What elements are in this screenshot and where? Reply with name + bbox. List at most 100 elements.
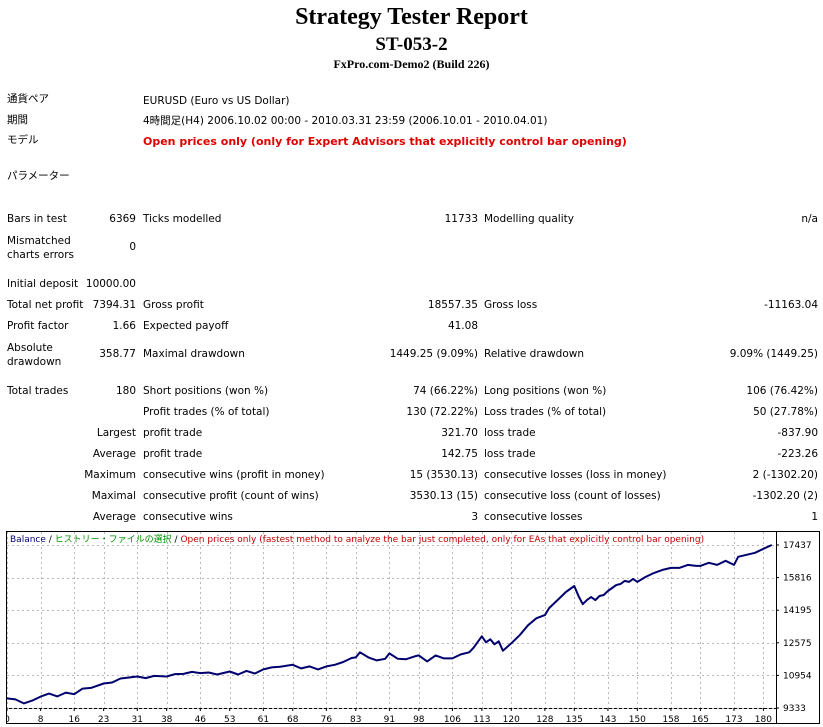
parameters-label: パラメーター — [7, 170, 70, 182]
x-tick-label: 23 — [98, 715, 109, 724]
symbol-value: EURUSD (Euro vs US Dollar) — [143, 95, 290, 107]
y-tick-label: 15816 — [783, 574, 812, 584]
x-tick-label: 16 — [69, 715, 81, 724]
balance-chart: 0 8 16 23 31 38 46 53 61 68 76 83 91 98 106 113 120 128 13… — [6, 531, 820, 724]
x-tick-label: 91 — [384, 715, 395, 724]
x-tick-label: 46 — [195, 715, 207, 724]
y-tick-label: 14195 — [783, 606, 812, 616]
maximal-drawdown-label: Maximal drawdown — [143, 348, 245, 360]
quality-value: n/a — [801, 213, 818, 225]
maximal-drawdown-value: 1449.25 (9.09%) — [389, 348, 478, 360]
relative-drawdown-label: Relative drawdown — [484, 348, 585, 360]
deposit-value: 10000.00 — [85, 278, 136, 290]
profit-factor-value: 1.66 — [112, 320, 136, 332]
x-tick-label: 143 — [599, 715, 616, 724]
largest-prefix: Largest — [96, 427, 136, 439]
x-tick-label: 8 — [38, 715, 44, 724]
short-positions-value: 74 (66.22%) — [413, 385, 478, 397]
gross-profit-value: 18557.35 — [427, 299, 478, 311]
maximal-consecutive-loss-label: consecutive loss (count of losses) — [484, 490, 661, 502]
y-tick-label: 9333 — [783, 704, 806, 714]
largest-profit-label: profit trade — [143, 427, 203, 439]
x-tick-label: 113 — [473, 715, 490, 724]
x-tick-label: 68 — [287, 715, 299, 724]
total-trades-label: Total trades — [7, 385, 69, 397]
loss-trades-value: 50 (27.78%) — [753, 406, 818, 418]
average-prefix: Average — [92, 448, 136, 460]
short-positions-label: Short positions (won %) — [143, 385, 269, 397]
legend-history: ヒストリー・ファイルの選択 — [54, 535, 172, 545]
gross-loss-value: -11163.04 — [764, 299, 818, 311]
x-tick-label: 61 — [258, 715, 269, 724]
relative-drawdown-value: 9.09% (1449.25) — [729, 348, 818, 360]
max-consecutive-wins-label: consecutive wins (profit in money) — [143, 469, 325, 481]
x-tick-label: 98 — [413, 715, 425, 724]
absolute-drawdown-value: 358.77 — [99, 348, 136, 360]
net-profit-value: 7394.31 — [92, 299, 136, 311]
chart-legend: Balance / ヒストリー・ファイルの選択 / Open prices on… — [10, 534, 704, 546]
ticks-value: 11733 — [444, 213, 478, 225]
mismatch-value: 0 — [129, 241, 136, 253]
gross-loss-label: Gross loss — [484, 299, 538, 311]
x-tick-label: 0 — [6, 715, 10, 724]
x-tick-label: 38 — [161, 715, 173, 724]
average-consecutive-wins-value: 3 — [471, 511, 478, 523]
y-tick-label: 10954 — [783, 671, 812, 681]
x-tick-label: 76 — [321, 715, 333, 724]
x-tick-label: 158 — [662, 715, 679, 724]
mismatch-label: Mismatched charts errors — [7, 235, 74, 261]
absolute-drawdown-label: Absolute drawdown — [7, 342, 62, 368]
expected-payoff-label: Expected payoff — [143, 320, 229, 332]
x-tick-label: 165 — [692, 715, 709, 724]
max-consecutive-wins-value: 15 (3530.13) — [409, 469, 478, 481]
average-consecutive-losses-label: consecutive losses — [484, 511, 583, 523]
expert-name: ST-053-2 — [375, 34, 448, 55]
legend-model: Open prices only (fastest method to anal… — [180, 535, 705, 545]
largest-profit-value: 321.70 — [441, 427, 478, 439]
profit-factor-label: Profit factor — [7, 320, 69, 332]
largest-loss-label: loss trade — [484, 427, 536, 439]
maximal-consecutive-loss-value: -1302.20 (2) — [752, 490, 818, 502]
total-trades-value: 180 — [115, 385, 136, 397]
maximal-consecutive-profit-label: consecutive profit (count of wins) — [143, 490, 319, 502]
average-profit-value: 142.75 — [441, 448, 478, 460]
x-tick-label: 173 — [725, 715, 742, 724]
model-label: モデル — [7, 134, 39, 146]
legend-separator: / — [45, 535, 55, 545]
bars-label: Bars in test — [7, 213, 67, 225]
x-tick-label: 135 — [566, 715, 583, 724]
report-title: Strategy Tester Report — [295, 4, 528, 30]
expected-payoff-value: 41.08 — [447, 320, 478, 332]
average-loss-label: loss trade — [484, 448, 536, 460]
maximal-consecutive-profit-value: 3530.13 (15) — [409, 490, 478, 502]
largest-loss-value: -837.90 — [777, 427, 818, 439]
profit-trades-value: 130 (72.22%) — [406, 406, 478, 418]
deposit-label: Initial deposit — [7, 278, 79, 290]
server-name: FxPro.com-Demo2 (Build 226) — [333, 57, 490, 71]
x-tick-label: 180 — [755, 715, 772, 724]
y-tick-label: 17437 — [783, 541, 812, 551]
average-consecutive-losses-value: 1 — [811, 511, 818, 523]
average-profit-label: profit trade — [143, 448, 203, 460]
max-consecutive-losses-value: 2 (-1302.20) — [752, 469, 818, 481]
bars-value: 6369 — [109, 213, 136, 225]
quality-label: Modelling quality — [484, 213, 574, 225]
long-positions-label: Long positions (won %) — [484, 385, 607, 397]
y-tick-label: 12575 — [783, 639, 812, 649]
model-value: Open prices only (only for Expert Adviso… — [143, 135, 627, 148]
net-profit-label: Total net profit — [7, 299, 84, 311]
x-tick-label: 31 — [132, 715, 143, 724]
gross-profit-label: Gross profit — [143, 299, 204, 311]
x-tick-label: 53 — [224, 715, 235, 724]
long-positions-value: 106 (76.42%) — [746, 385, 818, 397]
profit-trades-label: Profit trades (% of total) — [143, 406, 270, 418]
x-tick-label: 120 — [503, 715, 520, 724]
legend-separator: / — [171, 535, 181, 545]
symbol-label: 通貨ペア — [7, 93, 49, 105]
x-tick-label: 83 — [350, 715, 361, 724]
x-tick-label: 150 — [629, 715, 646, 724]
balance-line — [6, 544, 773, 705]
period-value: 4時間足(H4) 2006.10.02 00:00 - 2010.03.31 2… — [143, 115, 548, 127]
loss-trades-label: Loss trades (% of total) — [484, 406, 607, 418]
average-loss-value: -223.26 — [777, 448, 818, 460]
